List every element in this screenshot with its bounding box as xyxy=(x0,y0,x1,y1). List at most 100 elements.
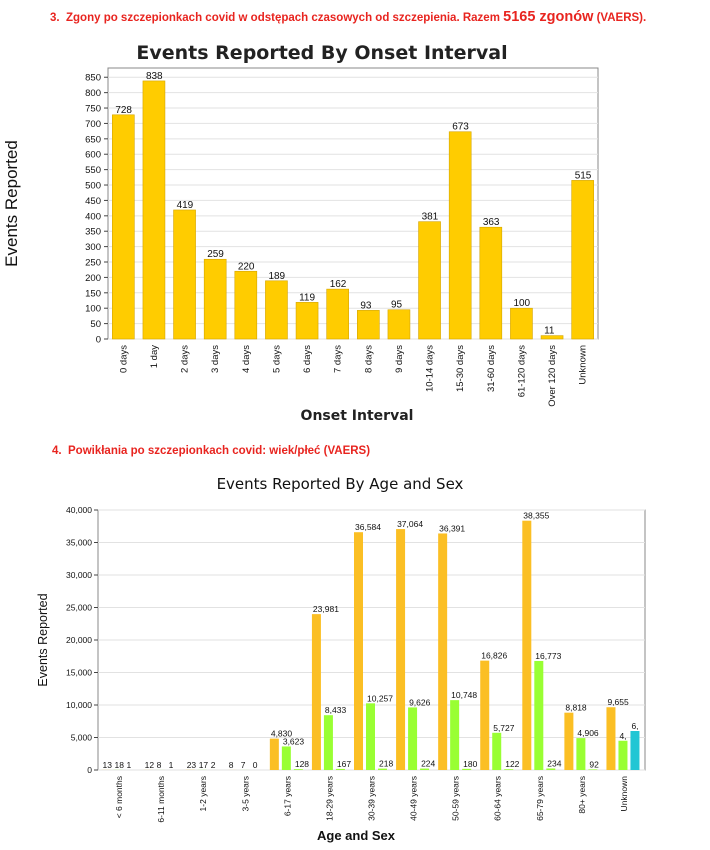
y-tick-label: 5,000 xyxy=(71,733,93,743)
y-tick-label: 700 xyxy=(85,119,101,130)
data-label: 18 xyxy=(115,760,125,770)
data-label: 23 xyxy=(187,760,197,770)
x-tick-label: 65-79 years xyxy=(535,776,545,821)
data-label: 1 xyxy=(127,760,132,770)
data-label: 0 xyxy=(253,760,258,770)
bar xyxy=(546,768,556,770)
data-label: 234 xyxy=(547,758,561,768)
bar xyxy=(265,280,288,340)
bar xyxy=(203,258,227,340)
data-label: 17 xyxy=(199,760,209,770)
heading-text: Powikłania po szczepionkach covid: wiek/… xyxy=(68,445,371,457)
x-tick-label: 3 days xyxy=(210,345,221,373)
x-tick-label: Unknown xyxy=(578,345,589,385)
y-tick-label: 0 xyxy=(96,335,101,346)
y-tick-label: 600 xyxy=(85,150,101,161)
bar xyxy=(564,712,574,770)
x-tick-label: < 6 months xyxy=(114,776,124,818)
y-tick-label: 50 xyxy=(90,319,101,330)
x-tick-label: 1 day xyxy=(149,345,160,368)
bar xyxy=(540,335,564,340)
x-axis-label: Onset Interval xyxy=(301,408,414,424)
x-tick-label: 9 days xyxy=(394,345,405,373)
data-label: 4,830 xyxy=(271,729,293,739)
x-tick-label: 7 days xyxy=(333,345,344,373)
bar xyxy=(112,114,135,340)
data-label: 10,257 xyxy=(367,693,393,703)
data-label: 122 xyxy=(505,759,519,769)
data-label: 180 xyxy=(463,759,477,769)
y-tick-label: 40,000 xyxy=(66,505,92,515)
data-label: 2 xyxy=(211,760,216,770)
x-tick-label: Over 120 days xyxy=(547,345,558,407)
onset-interval-chart: Events Reported By Onset Interval 0 50 100 1… xyxy=(2,42,599,424)
x-tick-label: 50-59 years xyxy=(451,776,461,821)
bar xyxy=(357,310,380,340)
x-tick-label: 0 days xyxy=(118,345,129,373)
x-tick-label: 8 days xyxy=(363,345,374,373)
data-label: 119 xyxy=(299,292,315,303)
y-tick-label: 350 xyxy=(85,227,101,238)
bar xyxy=(492,732,502,770)
x-axis-label: Age and Sex xyxy=(317,828,396,843)
data-label: 419 xyxy=(177,200,194,211)
x-tick-label: 80+ years xyxy=(577,776,587,814)
y-tick-label: 550 xyxy=(85,165,101,176)
bar xyxy=(462,768,472,770)
bar xyxy=(142,80,166,340)
bar xyxy=(606,707,616,770)
bar xyxy=(354,532,363,770)
x-tick-label: 61-120 days xyxy=(516,345,527,398)
y-tick-label: 35,000 xyxy=(66,538,92,548)
x-tick-label: 31-60 days xyxy=(486,345,497,392)
bar xyxy=(510,307,533,340)
x-tick-label: 4 days xyxy=(241,345,252,373)
bar xyxy=(480,660,490,770)
data-label: 259 xyxy=(207,249,224,260)
bar xyxy=(576,738,586,770)
y-tick-label: 200 xyxy=(85,273,101,284)
data-label: 100 xyxy=(513,298,530,309)
data-label: 95 xyxy=(391,300,403,311)
x-tick-label: 40-49 years xyxy=(409,776,419,821)
data-label: 93 xyxy=(360,300,372,311)
bar xyxy=(378,768,387,770)
y-tick-label: 25,000 xyxy=(66,603,92,613)
bar xyxy=(618,740,628,770)
bar xyxy=(173,209,196,340)
x-tick-label: 18-29 years xyxy=(324,776,334,821)
y-tick-label: 100 xyxy=(85,304,101,315)
x-tick-label: 60-64 years xyxy=(493,776,503,821)
bar xyxy=(281,746,291,770)
data-label: 8 xyxy=(229,760,234,770)
data-label: 189 xyxy=(268,271,285,282)
y-tick-label: 10,000 xyxy=(66,700,92,710)
y-tick-label: 15,000 xyxy=(66,668,92,678)
data-label: 838 xyxy=(146,71,163,82)
data-label: 10,748 xyxy=(451,690,477,700)
x-tick-label: Unknown xyxy=(619,776,629,812)
data-label: 5,727 xyxy=(493,723,515,733)
y-tick-label: 500 xyxy=(85,181,101,192)
data-label: 167 xyxy=(337,759,351,769)
data-label: 8,818 xyxy=(565,703,587,713)
bar xyxy=(504,769,514,770)
data-label: 162 xyxy=(330,279,347,290)
x-tick-label: 6 days xyxy=(302,345,313,373)
x-tick-label: 5 days xyxy=(271,345,282,373)
x-tick-label: 6-11 months xyxy=(156,776,166,823)
data-label: 16,826 xyxy=(481,651,507,661)
bar xyxy=(420,768,430,770)
section-heading-complications: 4. Powikłania po szczepionkach covid: wie… xyxy=(52,445,370,457)
y-tick-label: 30,000 xyxy=(66,570,92,580)
data-label: 23,981 xyxy=(313,604,339,614)
x-tick-label: 1-2 years xyxy=(198,776,208,811)
data-label: 16,773 xyxy=(535,651,561,661)
bar xyxy=(311,614,321,770)
data-label: 220 xyxy=(238,261,255,272)
chart-title: Events Reported By Onset Interval xyxy=(136,42,507,64)
bar xyxy=(448,131,472,340)
data-label: 381 xyxy=(422,212,439,223)
chart-title: Events Reported By Age and Sex xyxy=(217,475,464,493)
data-label: 37,064 xyxy=(397,519,423,529)
